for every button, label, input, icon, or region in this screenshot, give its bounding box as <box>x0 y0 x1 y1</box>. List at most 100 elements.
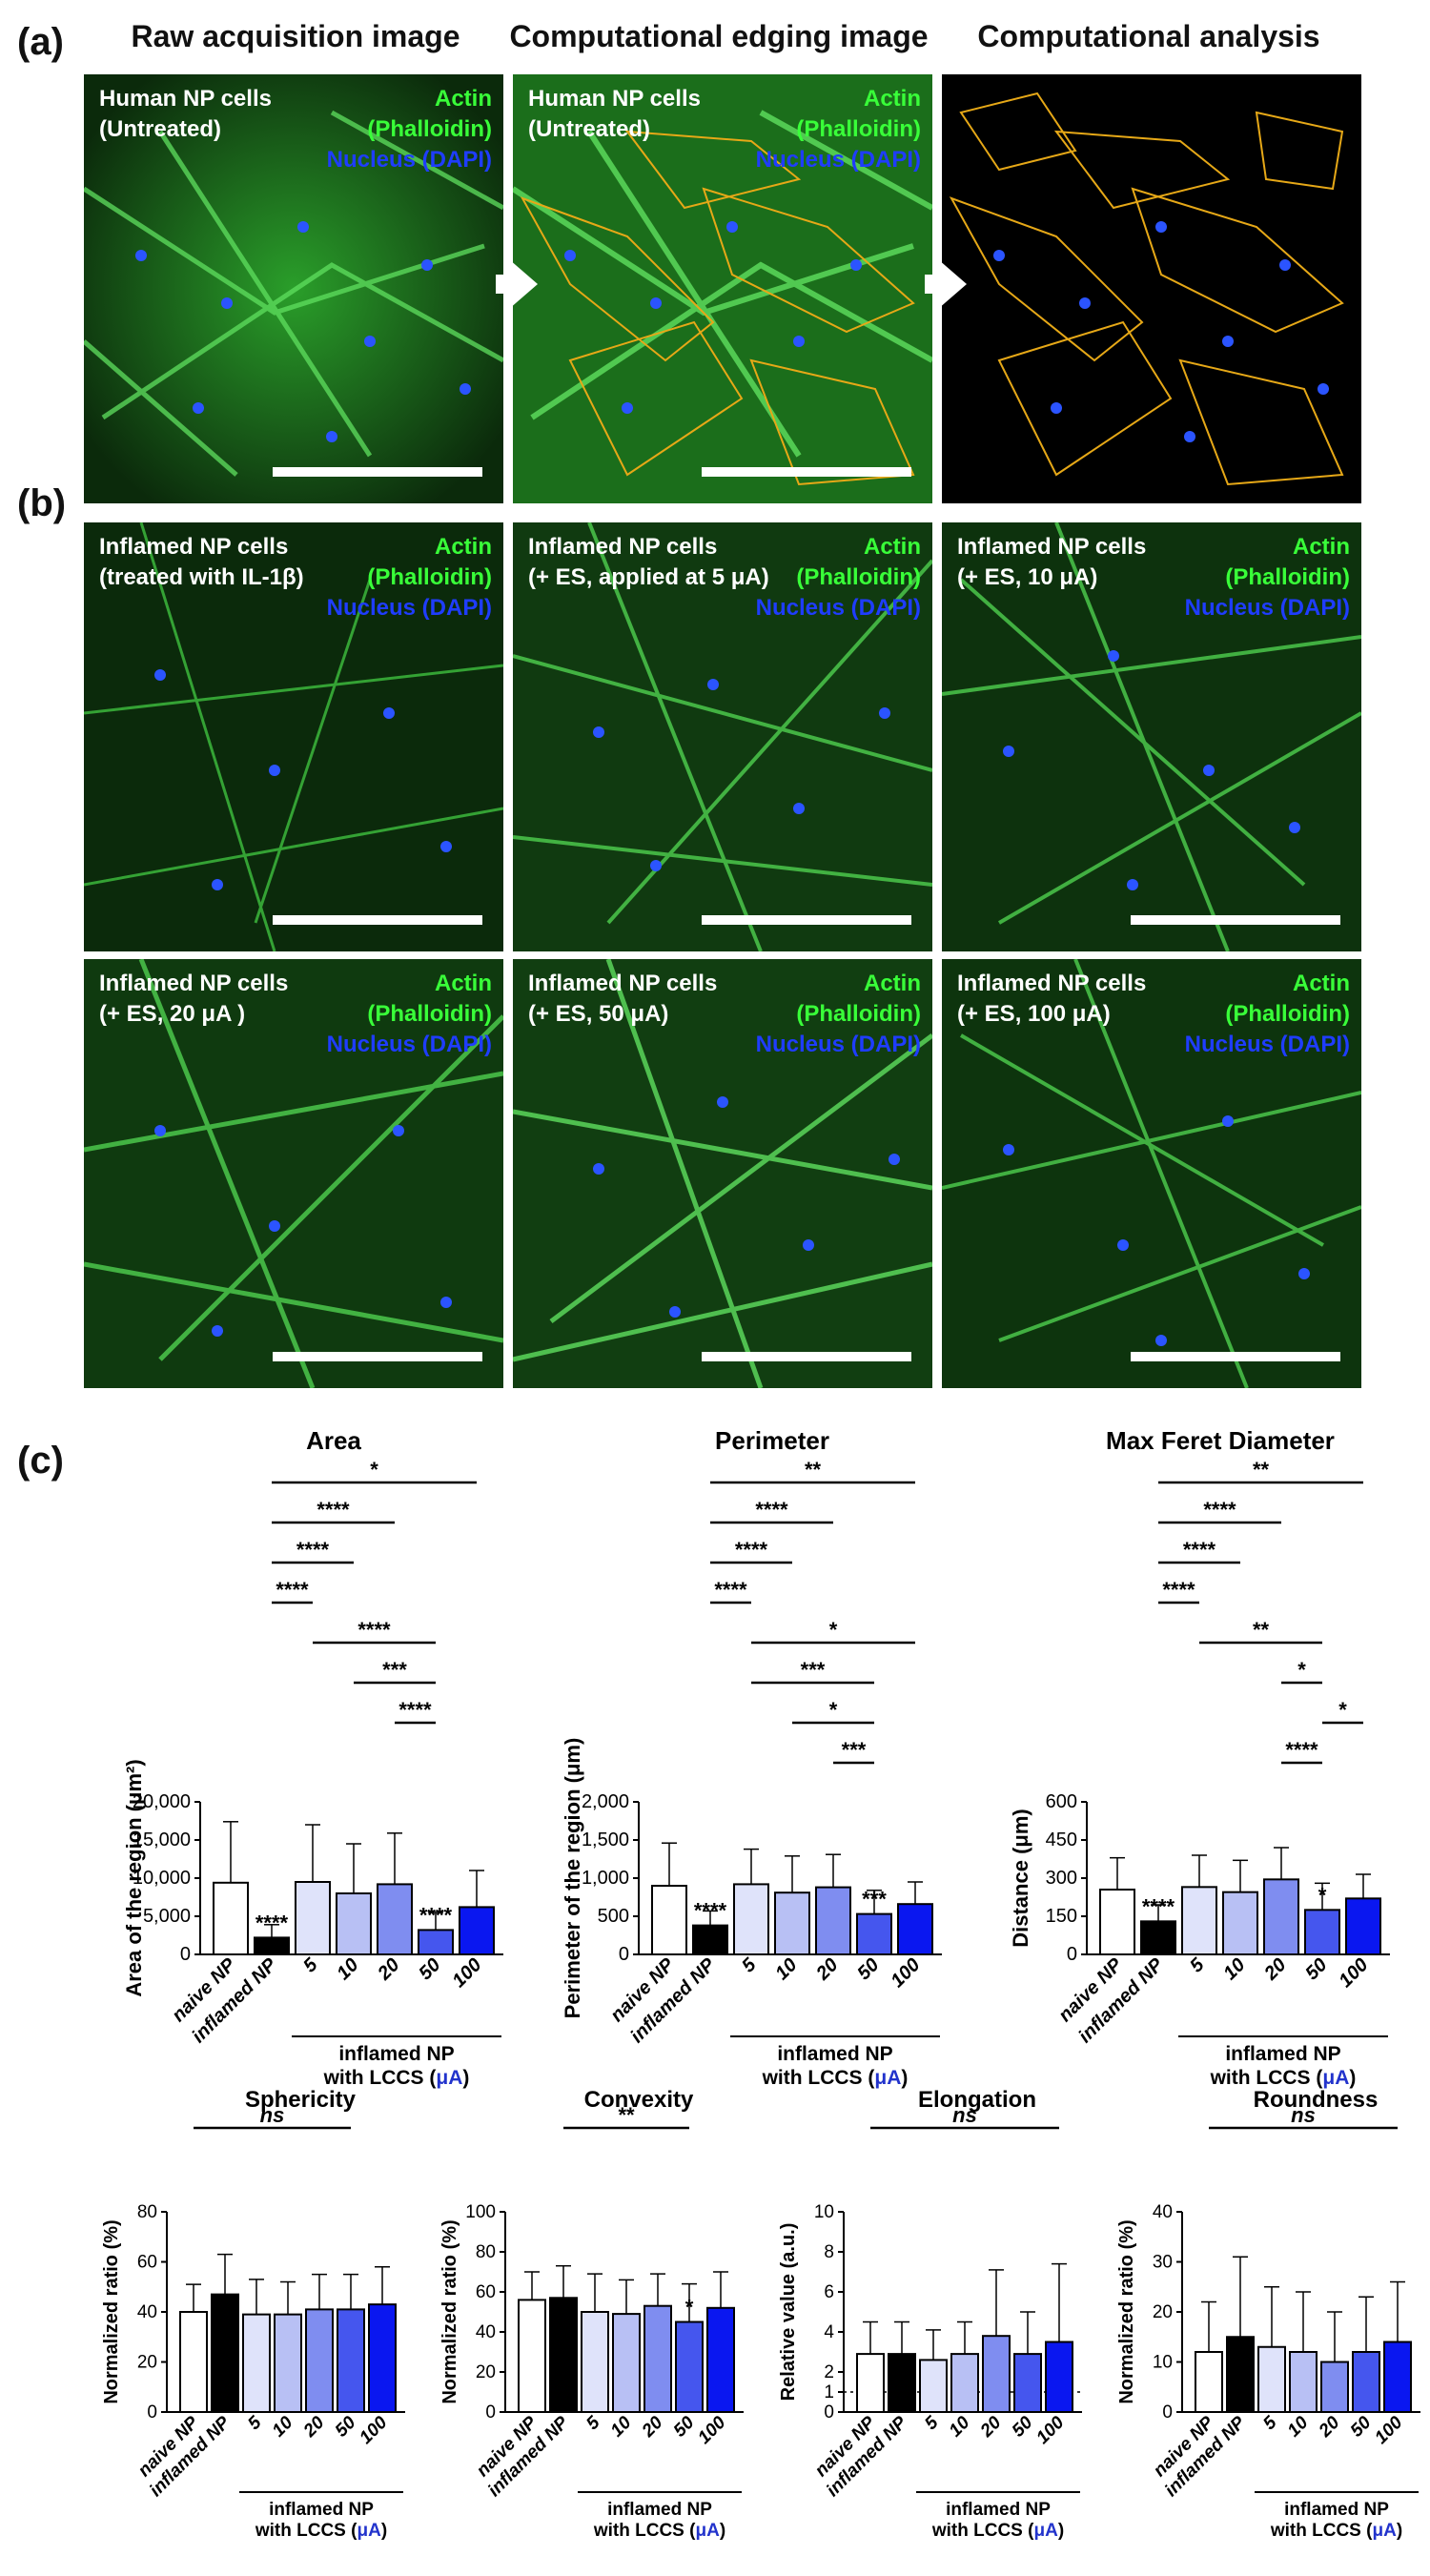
bar <box>1304 1909 1340 1956</box>
y-tick-label: 0 <box>180 1944 191 1965</box>
bracket-label: **** <box>735 1538 768 1562</box>
x-tick-label: 100 <box>1371 2412 1407 2448</box>
significance-label: **** <box>694 1899 727 1923</box>
group-label-prefix: with LCCS ( <box>762 2067 875 2089</box>
y-tick-label: 0 <box>1067 1944 1077 1965</box>
chart-sphericity: Sphericity Normalized ratio (%) 0 20 40 60 80 n… <box>91 2078 405 2565</box>
y-tick-label: 20 <box>1153 2302 1173 2322</box>
bracket-label: **** <box>317 1498 350 1522</box>
bar <box>644 2304 672 2413</box>
micrograph-raw: Human NP cells (Untreated) Actin (Phalloid… <box>84 74 503 503</box>
group-label-line1: inflamed NP <box>777 2043 892 2065</box>
x-tick-label: 10 <box>946 2412 974 2441</box>
y-axis-label: Normalized ratio (%) <box>439 2219 460 2403</box>
scale-bar <box>1131 915 1340 925</box>
bracket-label: ns <box>1291 2103 1316 2127</box>
column-title-analysis: Computational analysis <box>977 19 1320 53</box>
chart-title: Convexity <box>584 2087 694 2113</box>
bracket-label: **** <box>276 1578 309 1602</box>
chart-max-feret-diameter: Max Feret Diameter Distance (μm) 0 150 300 45… <box>982 1425 1401 2093</box>
bar <box>1140 1920 1176 1955</box>
outline-analysis-image <box>942 74 1361 503</box>
x-tick-label: 50 <box>332 2412 360 2441</box>
bar <box>612 2313 641 2414</box>
x-tick-label: 10 <box>1284 2412 1313 2441</box>
y-tick-label: 30 <box>1153 2253 1173 2273</box>
bracket-label: ns <box>260 2103 285 2127</box>
group-label-line1: inflamed NP <box>607 2500 712 2520</box>
bar <box>733 1883 769 1955</box>
y-axis-label: Relative value (a.u.) <box>778 2223 799 2402</box>
image-label-b4: Inflamed NP cells (+ ES, 20 μA ) <box>99 971 289 1027</box>
group-label-line1: inflamed NP <box>1225 2043 1340 2065</box>
group-label-suffix: ) <box>1058 2521 1064 2541</box>
chart-svg: Max Feret Diameter Distance (μm) 0 150 300 45… <box>1009 1426 1390 2089</box>
bar <box>213 1881 249 1955</box>
panel-label-c: (c) <box>17 1440 64 1482</box>
x-tick-label: 10 <box>1219 1954 1249 1984</box>
group-label-line1: inflamed NP <box>1284 2500 1389 2520</box>
group-label-line2: with LCCS (μA) <box>1270 2521 1402 2541</box>
bracket-label: **** <box>1203 1498 1236 1522</box>
y-tick-label: 8 <box>824 2242 834 2262</box>
group-label-line2: with LCCS (μA) <box>255 2521 387 2541</box>
chart-convexity: Convexity Normalized ratio (%) 0 20 40 60 80 10… <box>429 2078 744 2565</box>
scale-bar <box>273 915 482 925</box>
group-label-line2: with LCCS (μA) <box>931 2521 1064 2541</box>
y-tick-label: 450 <box>1046 1830 1077 1850</box>
chart-title: Sphericity <box>245 2087 357 2113</box>
y-tick-label: 1,500 <box>582 1830 629 1850</box>
bar <box>211 2293 239 2413</box>
panel-label-b: (b) <box>17 482 67 524</box>
bar <box>982 2335 1011 2414</box>
bar <box>1352 2351 1380 2413</box>
bracket-label: * <box>1338 1698 1347 1722</box>
stain-legend-b4: Actin (Phalloidin) Nucleus (DAPI) <box>326 971 492 1057</box>
y-tick-label: 0 <box>1162 2402 1173 2423</box>
x-tick-label: 10 <box>607 2412 636 2441</box>
arrow-stem <box>925 275 940 294</box>
y-axis-label: Normalized ratio (%) <box>1116 2219 1137 2403</box>
bar <box>1181 1886 1217 1956</box>
x-tick-label: 10 <box>269 2412 297 2441</box>
y-tick-label: 0 <box>485 2402 496 2423</box>
y-tick-label: 600 <box>1046 1791 1077 1812</box>
y-tick-label: 6 <box>824 2282 834 2302</box>
y-tick-label: 500 <box>598 1906 629 1927</box>
y-tick-label: 1 <box>824 2382 834 2402</box>
y-tick-label: 150 <box>1046 1906 1077 1927</box>
bracket-label: ** <box>1253 1458 1270 1482</box>
micrograph-b1: Inflamed NP cells (treated with IL-1β) Ac… <box>84 522 503 951</box>
x-tick-label: 10 <box>333 1954 362 1984</box>
group-label-unit: μA <box>1322 2067 1349 2089</box>
bar <box>459 1906 495 1955</box>
bracket-label: * <box>829 1618 838 1642</box>
bracket-label: **** <box>398 1698 432 1722</box>
stain-legend-a2: Actin (Phalloidin) Nucleus (DAPI) <box>755 86 921 173</box>
image-label-a2: Human NP cells (Untreated) <box>528 86 701 142</box>
bar <box>1383 2341 1412 2413</box>
y-tick-label: 0 <box>619 1944 629 1965</box>
chart-elongation: Elongation Relative value (a.u.) 0 1 2 4 6 8 10 n… <box>767 2078 1082 2565</box>
bracket-label: * <box>1297 1658 1306 1682</box>
bar <box>336 1892 372 1955</box>
x-tick-label: 20 <box>976 2412 1006 2442</box>
x-tick-label: 20 <box>1260 1954 1291 1985</box>
x-tick-label: 100 <box>448 1954 485 1992</box>
group-label-unit: μA <box>357 2521 381 2541</box>
group-label-suffix: ) <box>381 2521 387 2541</box>
chart-title: Elongation <box>918 2087 1036 2113</box>
group-label-prefix: with LCCS ( <box>1210 2067 1323 2089</box>
x-tick-label: 20 <box>374 1954 404 1985</box>
bar <box>179 2311 208 2413</box>
y-tick-label: 10 <box>1153 2353 1173 2373</box>
x-tick-label: 50 <box>1301 1954 1331 1984</box>
x-tick-label: 100 <box>887 1954 924 1992</box>
group-label-line2: with LCCS (μA) <box>1210 2067 1357 2089</box>
fluorescence-image <box>513 522 932 951</box>
bar <box>242 2313 271 2413</box>
panel-label-a: (a) <box>17 21 64 63</box>
stain-legend-b1: Actin (Phalloidin) Nucleus (DAPI) <box>326 534 492 621</box>
bracket-label: *** <box>842 1738 867 1762</box>
x-tick-label: 10 <box>771 1954 801 1984</box>
